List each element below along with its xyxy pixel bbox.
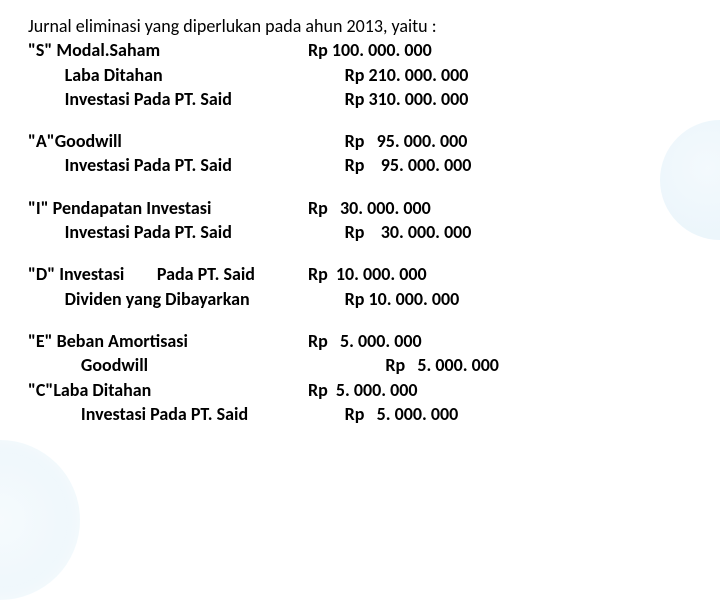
journal-line: Goodwill Rp 5. 000. 000	[28, 353, 688, 377]
line-label: Investasi Pada PT. Said	[28, 402, 308, 426]
block-e-c: "E" Beban Amortisasi Rp 5. 000. 000 Good…	[28, 329, 688, 426]
line-label: Dividen yang Dibayarkan	[28, 287, 308, 311]
journal-line: Investasi Pada PT. Said Rp 5. 000. 000	[28, 402, 688, 426]
line-value: Rp 5. 000. 000	[308, 329, 688, 353]
line-value: Rp 210. 000. 000	[308, 63, 688, 87]
line-label: Investasi Pada PT. Said	[28, 87, 308, 111]
line-value: Rp 30. 000. 000	[308, 220, 688, 244]
line-value: Rp 5. 000. 000	[308, 402, 688, 426]
line-label: Investasi Pada PT. Said	[28, 220, 308, 244]
journal-line: "D" Investasi Pada PT. Said Rp 10. 000. …	[28, 262, 688, 286]
journal-line: "S" Modal.Saham Rp 100. 000. 000	[28, 38, 688, 62]
journal-line: "A"Goodwill Rp 95. 000. 000	[28, 129, 688, 153]
journal-line: Investasi Pada PT. Said Rp 30. 000. 000	[28, 220, 688, 244]
line-label: "E" Beban Amortisasi	[28, 329, 308, 353]
line-label: Investasi Pada PT. Said	[28, 153, 308, 177]
page-title: Jurnal eliminasi yang diperlukan pada ah…	[28, 14, 437, 38]
line-label: "S" Modal.Saham	[28, 38, 308, 62]
journal-line: Dividen yang Dibayarkan Rp 10. 000. 000	[28, 287, 688, 311]
block-i: "I" Pendapatan Investasi Rp 30. 000. 000…	[28, 196, 688, 245]
journal-line: "I" Pendapatan Investasi Rp 30. 000. 000	[28, 196, 688, 220]
line-value: Rp 5. 000. 000	[308, 353, 688, 377]
line-value: Rp 5. 000. 000	[308, 378, 688, 402]
block-s: "S" Modal.Saham Rp 100. 000. 000 Laba Di…	[28, 38, 688, 111]
line-value: Rp 95. 000. 000	[308, 153, 688, 177]
journal-line: Investasi Pada PT. Said Rp 95. 000. 000	[28, 153, 688, 177]
line-label: Laba Ditahan	[28, 63, 308, 87]
line-value: Rp 100. 000. 000	[308, 38, 688, 62]
line-value: Rp 10. 000. 000	[308, 262, 688, 286]
journal-content: Jurnal eliminasi yang diperlukan pada ah…	[28, 14, 688, 426]
line-label: "C"Laba Ditahan	[28, 378, 308, 402]
journal-line: Laba Ditahan Rp 210. 000. 000	[28, 63, 688, 87]
line-label: "D" Investasi Pada PT. Said	[28, 262, 308, 286]
journal-line: "C"Laba Ditahan Rp 5. 000. 000	[28, 378, 688, 402]
line-label: "A"Goodwill	[28, 129, 308, 153]
line-label: Goodwill	[28, 353, 308, 377]
journal-line: Investasi Pada PT. Said Rp 310. 000. 000	[28, 87, 688, 111]
line-value: Rp 10. 000. 000	[308, 287, 688, 311]
line-label: "I" Pendapatan Investasi	[28, 196, 308, 220]
block-d: "D" Investasi Pada PT. Said Rp 10. 000. …	[28, 262, 688, 311]
title-row: Jurnal eliminasi yang diperlukan pada ah…	[28, 14, 688, 38]
line-value: Rp 310. 000. 000	[308, 87, 688, 111]
block-a: "A"Goodwill Rp 95. 000. 000 Investasi Pa…	[28, 129, 688, 178]
line-value: Rp 30. 000. 000	[308, 196, 688, 220]
journal-line: "E" Beban Amortisasi Rp 5. 000. 000	[28, 329, 688, 353]
line-value: Rp 95. 000. 000	[308, 129, 688, 153]
